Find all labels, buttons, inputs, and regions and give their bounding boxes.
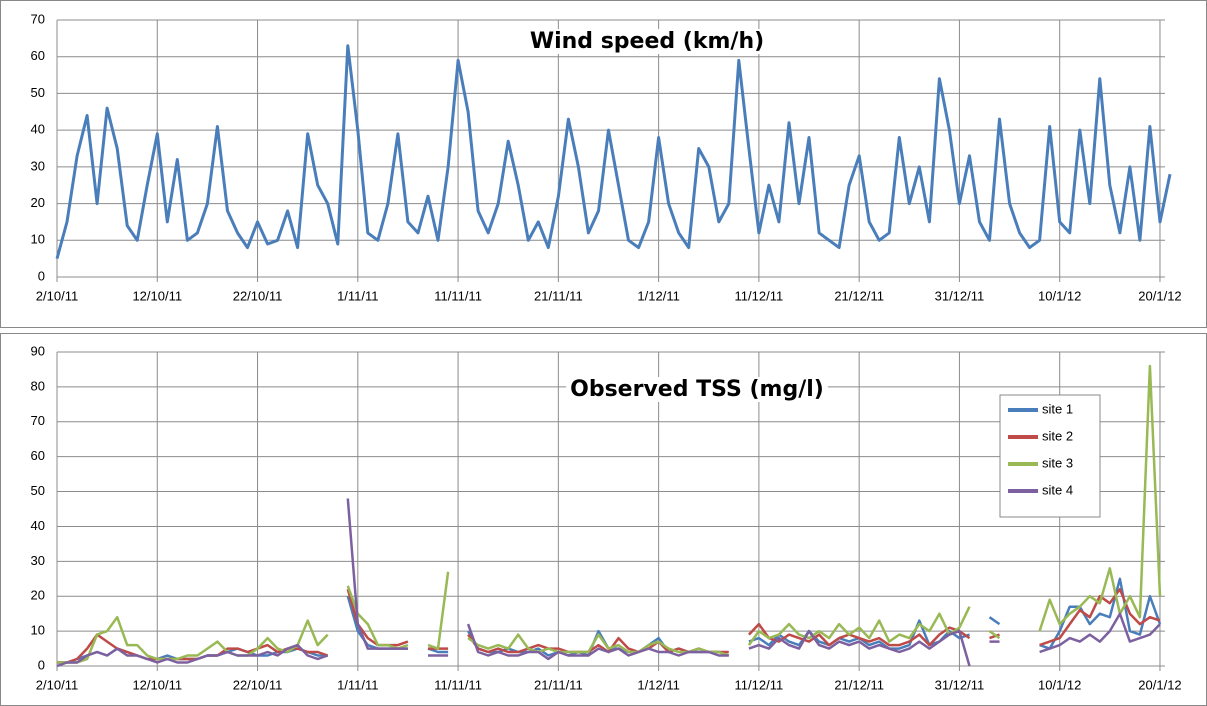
y-tick-label: 20 xyxy=(31,195,45,210)
y-tick-label: 20 xyxy=(31,588,45,603)
x-tick-label: 31/12/11 xyxy=(935,288,985,303)
y-tick-label: 60 xyxy=(31,448,45,463)
y-tick-label: 40 xyxy=(31,518,45,533)
x-tick-label: 21/12/11 xyxy=(834,288,884,303)
x-tick-label: 12/10/11 xyxy=(132,677,182,692)
title-background xyxy=(566,377,828,402)
y-tick-label: 50 xyxy=(31,85,45,100)
x-tick-label: 31/12/11 xyxy=(935,677,985,692)
y-tick-label: 0 xyxy=(38,268,45,283)
data-line xyxy=(57,364,1162,664)
y-tick-label: 50 xyxy=(31,483,45,498)
x-tick-label: 11/11/11 xyxy=(434,677,482,692)
title-background xyxy=(525,29,769,54)
legend-label: site 3 xyxy=(1042,455,1073,470)
data-line xyxy=(55,44,1172,259)
legend-label: site 1 xyxy=(1042,401,1073,416)
x-tick-label: 11/12/11 xyxy=(735,677,784,692)
y-tick-label: 80 xyxy=(31,378,45,393)
x-tick-label: 2/10/11 xyxy=(36,288,78,303)
x-tick-label: 12/10/11 xyxy=(132,288,182,303)
x-tick-label: 21/11/11 xyxy=(534,677,583,692)
legend-label: site 2 xyxy=(1042,428,1073,443)
x-tick-label: 21/12/11 xyxy=(834,677,884,692)
x-tick-label: 22/10/11 xyxy=(233,677,283,692)
data-line xyxy=(56,498,1161,668)
x-tick-label: 20/1/12 xyxy=(1138,288,1181,303)
x-tick-label: 1/12/11 xyxy=(637,677,679,692)
x-tick-label: 2/10/11 xyxy=(36,677,78,692)
y-tick-label: 60 xyxy=(31,48,45,63)
x-tick-label: 20/1/12 xyxy=(1138,677,1181,692)
y-tick-label: 90 xyxy=(31,343,45,358)
x-tick-label: 1/12/11 xyxy=(637,288,679,303)
y-tick-label: 30 xyxy=(31,553,45,568)
y-tick-label: 30 xyxy=(31,158,45,173)
x-tick-label: 11/11/11 xyxy=(434,288,482,303)
chart-title: Observed TSS (mg/l) xyxy=(570,377,824,402)
x-tick-label: 22/10/11 xyxy=(233,288,283,303)
x-tick-label: 11/12/11 xyxy=(735,288,784,303)
legend-box xyxy=(999,394,1101,518)
y-tick-label: 10 xyxy=(31,232,45,247)
x-tick-label: 10/1/12 xyxy=(1038,288,1081,303)
x-tick-label: 21/11/11 xyxy=(534,288,583,303)
x-tick-label: 1/11/11 xyxy=(337,677,378,692)
x-tick-label: 1/11/11 xyxy=(337,288,378,303)
legend-label: site 4 xyxy=(1042,482,1073,497)
chart-title: Wind speed (km/h) xyxy=(530,29,764,54)
y-tick-label: 70 xyxy=(31,413,45,428)
y-tick-label: 10 xyxy=(31,623,45,638)
y-tick-label: 0 xyxy=(38,657,45,672)
x-tick-label: 10/1/12 xyxy=(1038,677,1081,692)
y-tick-label: 70 xyxy=(31,11,45,26)
y-tick-label: 40 xyxy=(31,122,45,137)
